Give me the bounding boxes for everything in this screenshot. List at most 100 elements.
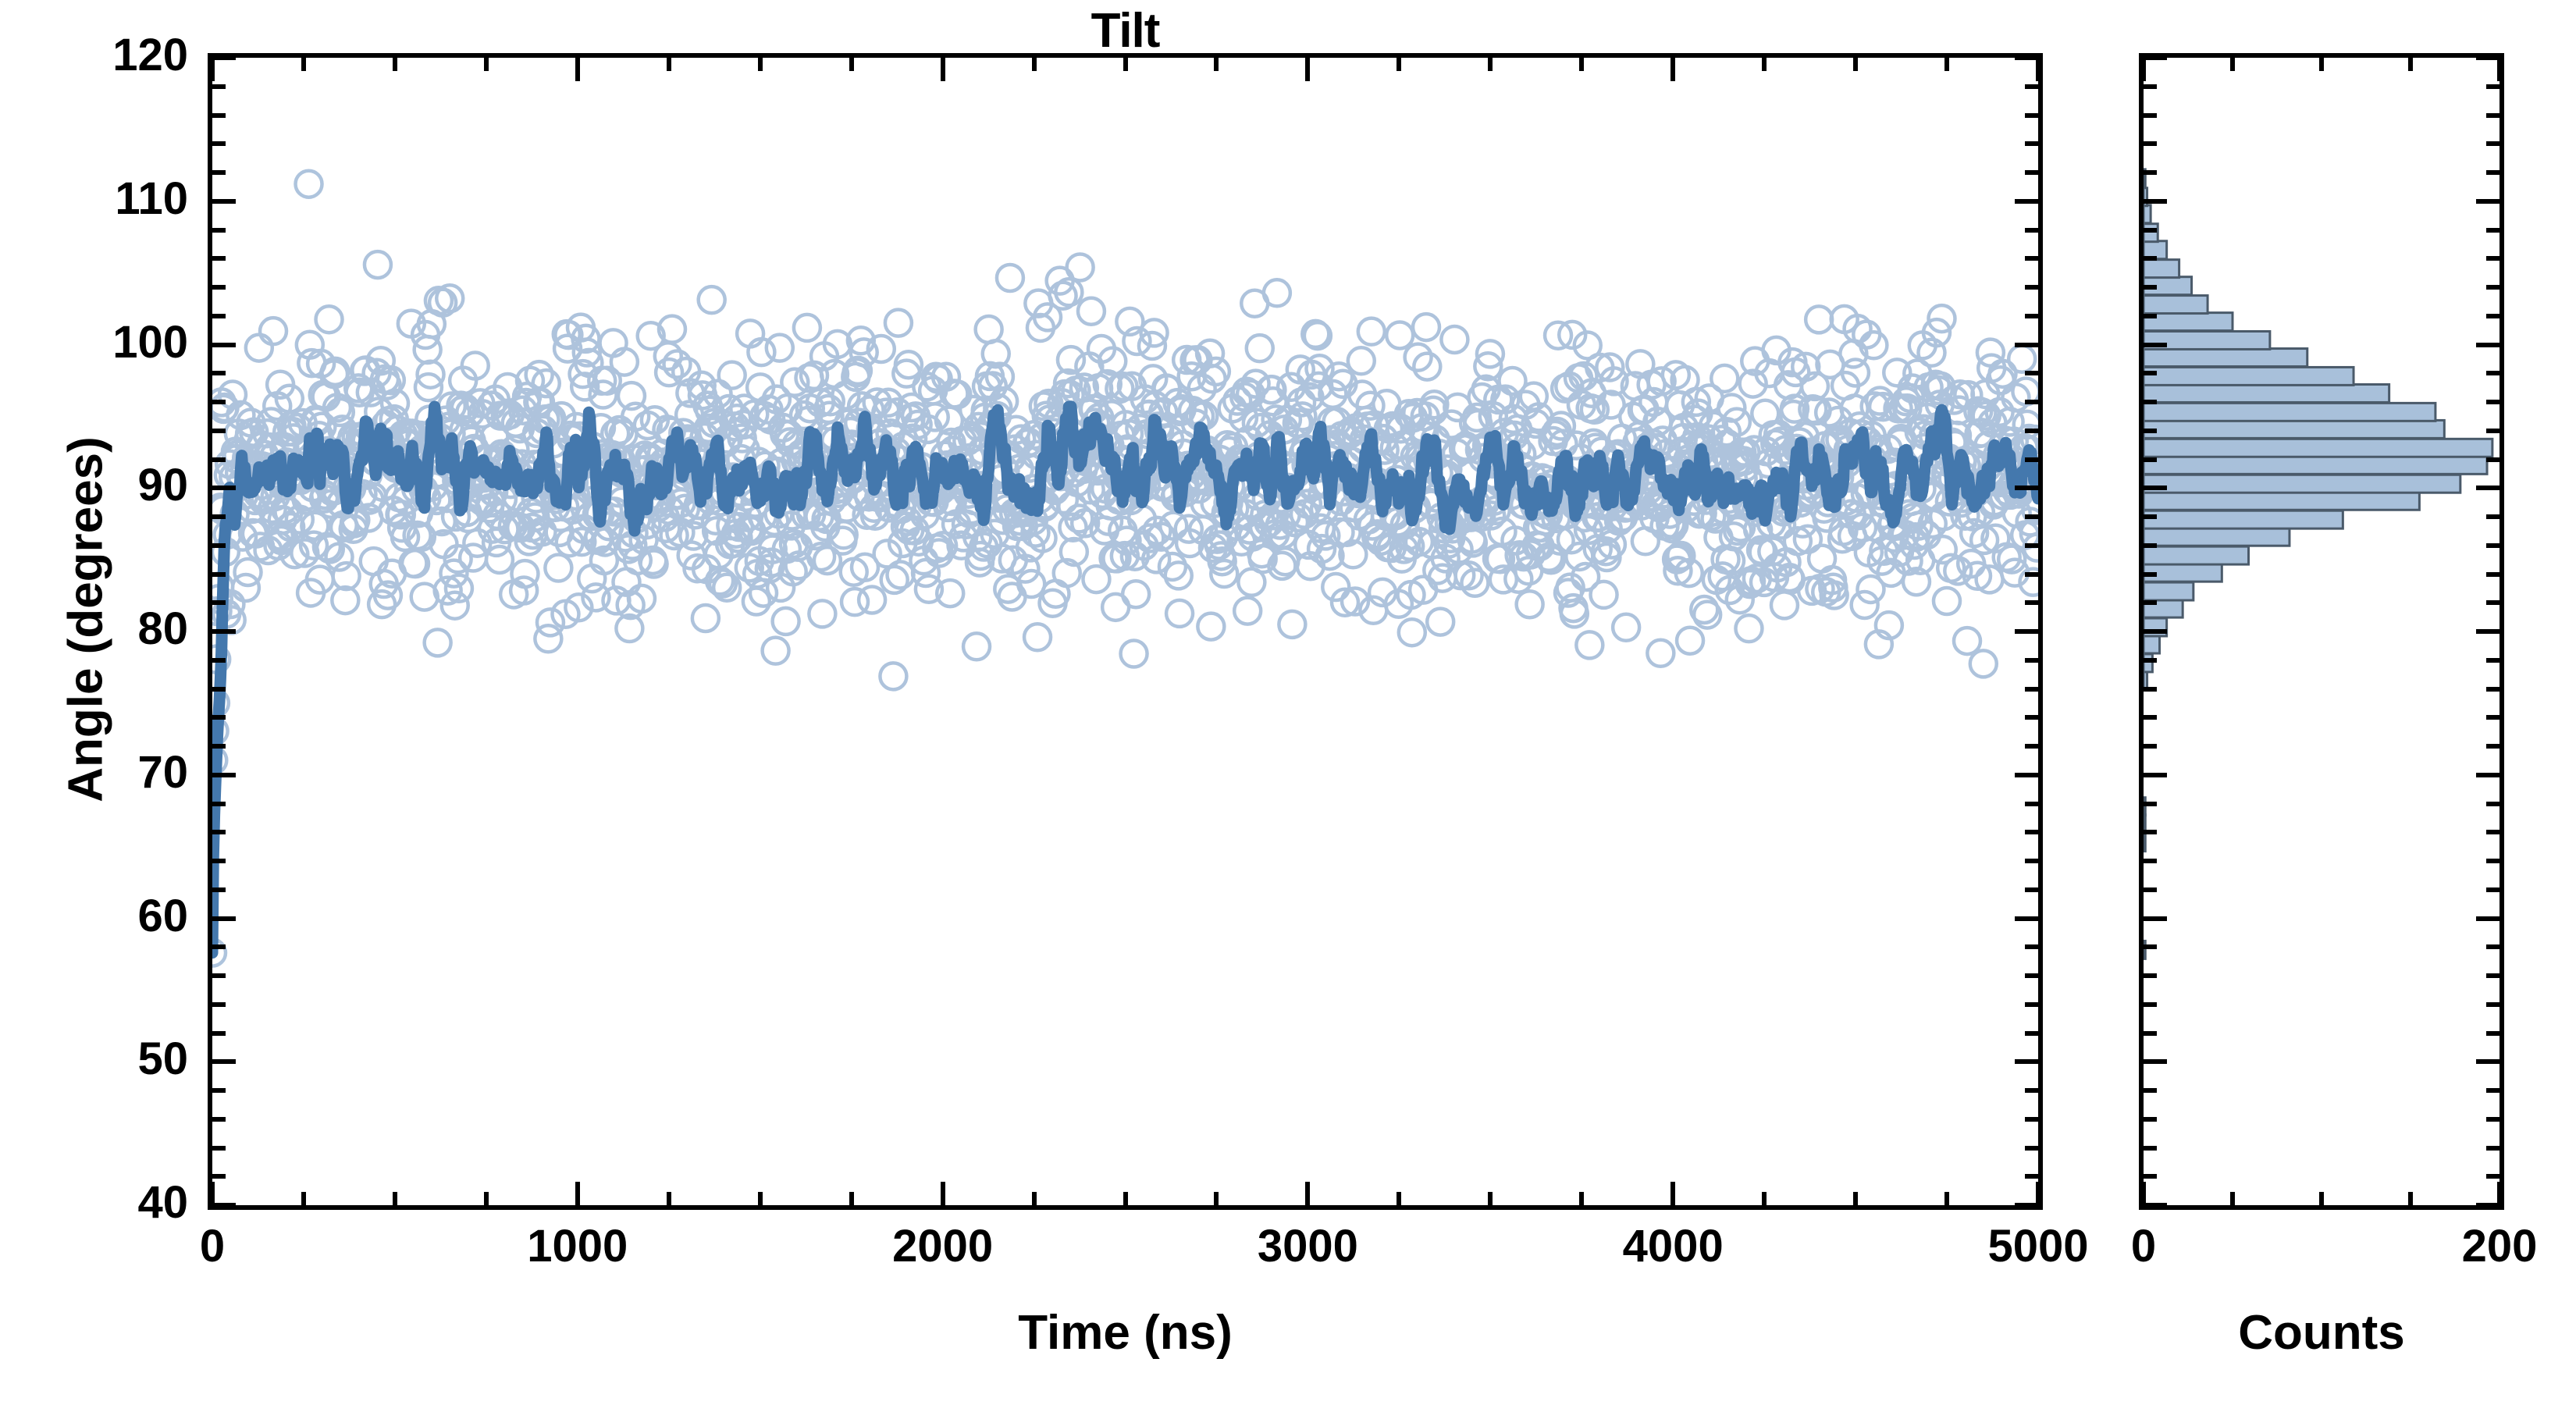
hist-y-minor-tick-right — [2486, 112, 2500, 118]
hist-y-minor-tick — [2144, 715, 2157, 720]
y-major-tick — [212, 916, 236, 921]
hist-y-minor-tick — [2144, 657, 2157, 663]
hist-y-minor-tick-right — [2486, 285, 2500, 290]
hist-y-minor-tick — [2144, 542, 2157, 548]
y-minor-tick — [212, 112, 226, 118]
hist-y-minor-tick-right — [2486, 973, 2500, 978]
hist-y-major-tick — [2144, 55, 2167, 60]
x-minor-tick-top — [301, 58, 306, 71]
y-major-tick-right — [2015, 916, 2038, 921]
y-minor-tick-right — [2025, 514, 2038, 519]
y-minor-tick — [212, 1030, 226, 1036]
histogram-bar — [2144, 168, 2147, 189]
hist-y-major-tick — [2144, 916, 2167, 921]
hist-y-major-tick-right — [2476, 198, 2500, 204]
hist-y-major-tick — [2144, 629, 2167, 634]
main-plot-area — [212, 58, 2038, 1205]
x-minor-tick-top — [666, 58, 671, 71]
y-minor-tick — [212, 801, 226, 806]
y-minor-tick-right — [2025, 400, 2038, 404]
y-minor-tick — [212, 170, 226, 175]
hist-x-major-tick — [2497, 1182, 2502, 1205]
hist-y-minor-tick-right — [2486, 256, 2500, 261]
histogram-bar — [2144, 437, 2494, 458]
hist-y-minor-tick-right — [2486, 227, 2500, 233]
hist-y-minor-tick-right — [2486, 1088, 2500, 1093]
histogram-bar — [2144, 294, 2209, 315]
y-minor-tick — [212, 944, 226, 950]
y-minor-tick-right — [2025, 285, 2038, 290]
hist-y-minor-tick-right — [2486, 1174, 2500, 1179]
hist-y-minor-tick-right — [2486, 571, 2500, 577]
x-minor-tick-top — [1488, 58, 1493, 71]
hist-x-minor-tick — [2319, 1192, 2324, 1205]
y-major-tick — [212, 486, 236, 491]
y-minor-tick-right — [2025, 657, 2038, 663]
y-tick-label: 100 — [112, 316, 188, 368]
y-minor-tick-right — [2025, 256, 2038, 261]
y-minor-tick — [212, 859, 226, 863]
hist-y-major-tick — [2144, 1059, 2167, 1065]
y-minor-tick-right — [2025, 744, 2038, 749]
y-major-tick — [212, 1059, 236, 1065]
hist-x-major-tick-top — [2141, 58, 2146, 81]
x-minor-tick-top — [1579, 58, 1585, 71]
hist-y-minor-tick — [2144, 830, 2157, 835]
histogram-bar — [2144, 222, 2159, 244]
hist-y-major-tick — [2144, 342, 2167, 347]
y-minor-tick-right — [2025, 1145, 2038, 1151]
hist-y-minor-tick-right — [2486, 657, 2500, 663]
hist-y-minor-tick — [2144, 227, 2157, 233]
histogram-bars — [2144, 168, 2494, 960]
y-tick-label: 40 — [137, 1177, 188, 1228]
hist-y-minor-tick — [2144, 859, 2157, 863]
y-minor-tick — [212, 1088, 226, 1093]
y-minor-tick — [212, 227, 226, 233]
hist-y-minor-tick-right — [2486, 141, 2500, 147]
histogram-svg — [2144, 168, 2494, 960]
hist-y-minor-tick — [2144, 600, 2157, 606]
hist-y-minor-tick — [2144, 571, 2157, 577]
hist-y-major-tick-right — [2476, 342, 2500, 347]
y-tick-label: 110 — [115, 173, 188, 224]
histogram-bar — [2144, 347, 2309, 368]
hist-y-minor-tick-right — [2486, 744, 2500, 749]
y-minor-tick — [212, 887, 226, 892]
histogram-panel — [2139, 53, 2504, 1210]
histogram-bar — [2144, 365, 2355, 386]
histogram-bar — [2144, 311, 2234, 333]
hist-x-minor-tick-top — [2230, 58, 2235, 71]
x-major-tick-top — [1305, 58, 1311, 81]
histogram-plot-area — [2144, 58, 2500, 1205]
hist-y-minor-tick-right — [2486, 514, 2500, 519]
x-minor-tick — [1123, 1192, 1128, 1205]
x-tick-label: 3000 — [1257, 1221, 1358, 1272]
hist-y-minor-tick — [2144, 887, 2157, 892]
y-minor-tick — [212, 400, 226, 404]
y-minor-tick-right — [2025, 859, 2038, 863]
y-minor-tick-right — [2025, 141, 2038, 147]
y-minor-tick — [212, 571, 226, 577]
x-minor-tick-top — [1123, 58, 1128, 71]
y-major-tick-right — [2015, 629, 2038, 634]
hist-y-major-tick — [2144, 1203, 2167, 1208]
hist-y-minor-tick — [2144, 457, 2157, 462]
hist-y-minor-tick-right — [2486, 686, 2500, 692]
hist-y-minor-tick-right — [2486, 542, 2500, 548]
hist-y-minor-tick — [2144, 944, 2157, 950]
x-major-tick — [1670, 1182, 1676, 1205]
y-minor-tick — [212, 542, 226, 548]
y-minor-tick — [212, 830, 226, 835]
hist-y-minor-tick-right — [2486, 428, 2500, 433]
y-minor-tick-right — [2025, 313, 2038, 318]
x-minor-tick-top — [392, 58, 397, 71]
x-major-tick-top — [940, 58, 945, 81]
hist-y-minor-tick — [2144, 170, 2157, 175]
hist-x-tick-label: 200 — [2461, 1221, 2538, 1272]
y-minor-tick — [212, 313, 226, 318]
y-tick-label: 80 — [137, 603, 188, 654]
hist-y-minor-tick-right — [2486, 457, 2500, 462]
scatter-markers — [212, 169, 2038, 968]
y-major-tick — [212, 198, 236, 204]
x-axis-title: Time (ns) — [1018, 1306, 1233, 1360]
